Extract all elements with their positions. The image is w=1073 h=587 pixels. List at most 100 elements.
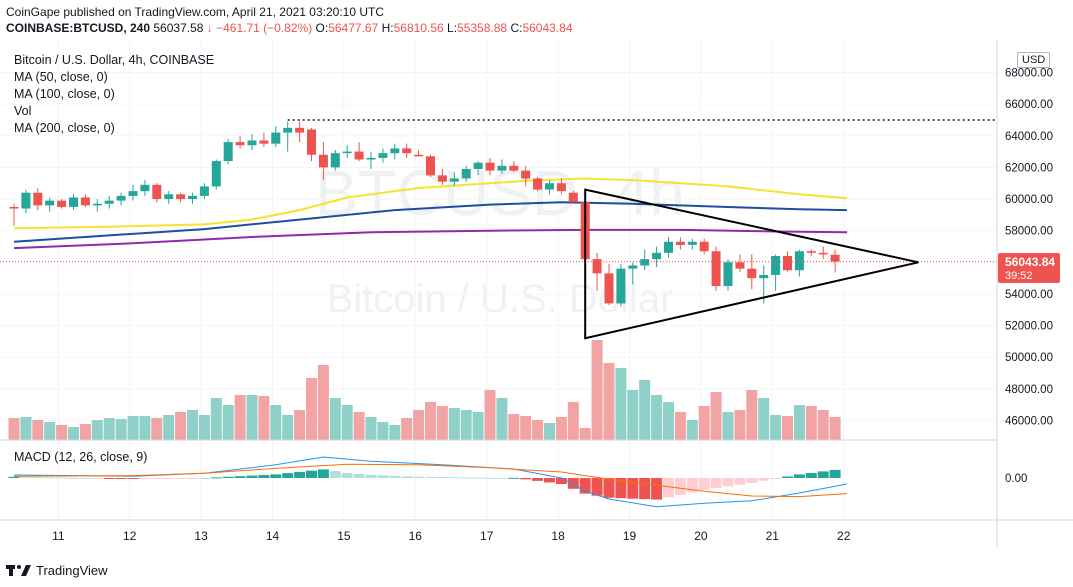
volume-bar — [139, 416, 151, 440]
macd-histogram-bar — [532, 478, 544, 481]
macd-histogram-bar — [115, 478, 127, 479]
volume-bar — [686, 420, 698, 440]
candle-body — [45, 200, 55, 206]
price-tick-label: 60000.00 — [1005, 194, 1053, 206]
candle-body — [830, 254, 840, 262]
macd-histogram-bar — [782, 476, 793, 478]
price-tick-label: 48000.00 — [1005, 384, 1053, 396]
signal-line — [13, 463, 848, 498]
open-label: O: — [315, 21, 329, 35]
macd-legend[interactable]: MACD (12, 26, close, 9) — [14, 450, 148, 464]
close-label: C: — [510, 21, 523, 35]
candle-body — [104, 200, 114, 204]
candle-body — [437, 175, 447, 182]
candle-body — [199, 186, 209, 196]
volume-bar — [44, 422, 56, 440]
macd-histogram-bar — [817, 471, 829, 478]
legend-ma50[interactable]: MA (50, close, 0) — [14, 70, 108, 84]
footer-brand[interactable]: TradingView — [36, 562, 108, 578]
volume-bar — [496, 398, 508, 440]
candle-body — [342, 151, 352, 154]
macd-histogram-bar — [127, 478, 139, 479]
volume-bar — [401, 418, 413, 440]
candle-body — [295, 127, 305, 133]
volume-bar — [377, 422, 389, 440]
candle-body — [723, 262, 733, 287]
ohlc-line: COINBASE:BTCUSD, 240 56037.58 ↓ −461.71 … — [6, 20, 1066, 36]
macd-histogram-bar — [651, 478, 663, 500]
volume-bar — [448, 408, 460, 440]
candle-body — [307, 129, 316, 155]
volume-bar — [20, 417, 32, 440]
symbol-label: COINBASE:BTCUSD, 240 — [6, 21, 151, 35]
volume-bar — [103, 418, 115, 440]
candle-body — [699, 241, 709, 252]
candle-body — [211, 161, 221, 187]
volume-bar — [282, 415, 294, 440]
volume-bar — [770, 415, 782, 440]
candle-body — [188, 195, 197, 200]
legend-title[interactable]: Bitcoin / U.S. Dollar, 4h, COINBASE — [14, 53, 215, 67]
volume-bar — [175, 412, 187, 440]
volume-bar — [294, 410, 306, 440]
candle-body — [247, 140, 257, 146]
price-tick-label: 66000.00 — [1005, 99, 1053, 111]
volume-bar — [817, 410, 829, 440]
candle-body — [116, 195, 126, 201]
candle-body — [759, 274, 769, 279]
volume-bar — [425, 402, 436, 440]
candle-body — [640, 259, 650, 266]
price-chart[interactable]: BTCUSD, 4h Bitcoin / U.S. Dollar 68000.0… — [0, 40, 1073, 550]
macd-histogram-bar — [32, 477, 44, 479]
footer: TradingView — [6, 560, 108, 580]
candle-body — [80, 197, 90, 206]
macd-histogram-bar — [270, 474, 282, 478]
axes: 68000.00 66000.00 64000.00 62000.00 60000.00… — [0, 40, 1073, 548]
volume-bar — [508, 414, 520, 440]
volume-bar — [79, 424, 91, 440]
volume-bar — [91, 420, 103, 440]
macd-histogram-bar — [341, 472, 353, 478]
candlesticks — [9, 121, 840, 307]
macd-histogram-bar — [294, 471, 306, 478]
volume-bar — [639, 380, 651, 440]
price-change: ↓ −461.71 (−0.82%) — [206, 21, 313, 35]
price-tick-label: 68000.00 — [1005, 68, 1053, 80]
legend-ma200[interactable]: MA (200, close, 0) — [14, 121, 115, 135]
volume-bar — [163, 415, 175, 440]
volume-bar — [627, 390, 639, 440]
macd-histogram-bar — [365, 474, 377, 478]
candle-body — [21, 192, 31, 209]
candle-body — [378, 153, 388, 158]
price-tick-label: 64000.00 — [1005, 131, 1053, 143]
macd-histogram-bar — [389, 475, 401, 478]
volume-bar — [472, 412, 484, 440]
volume-bar — [187, 410, 198, 440]
legend-vol[interactable]: Vol — [14, 104, 32, 118]
price-tick-label: 54000.00 — [1005, 289, 1053, 301]
volume-bar — [353, 412, 365, 440]
macd-histogram-bar — [282, 473, 294, 478]
candle-body — [9, 206, 19, 209]
volume-bar — [615, 368, 627, 440]
volume-bar — [115, 419, 127, 440]
legend-ma100[interactable]: MA (100, close, 0) — [14, 87, 115, 101]
currency-button[interactable]: USD — [1017, 52, 1051, 68]
candle-body — [664, 241, 673, 253]
candle-body — [390, 148, 400, 154]
candle-body — [354, 151, 364, 160]
candle-body — [128, 191, 138, 196]
volume-bar — [436, 406, 448, 440]
candle-body — [414, 154, 424, 157]
volume-bar — [544, 423, 555, 440]
candle-body — [545, 183, 554, 190]
last-price: 56037.58 — [153, 21, 204, 35]
macd-pane — [8, 456, 848, 508]
candle-body — [223, 142, 233, 162]
macd-histogram-bar — [615, 478, 627, 499]
macd-histogram-bar — [377, 475, 389, 478]
macd-histogram-bar — [734, 478, 746, 485]
volume-bar — [68, 427, 79, 440]
macd-histogram-bar — [639, 478, 651, 500]
macd-histogram-bar — [567, 478, 579, 489]
